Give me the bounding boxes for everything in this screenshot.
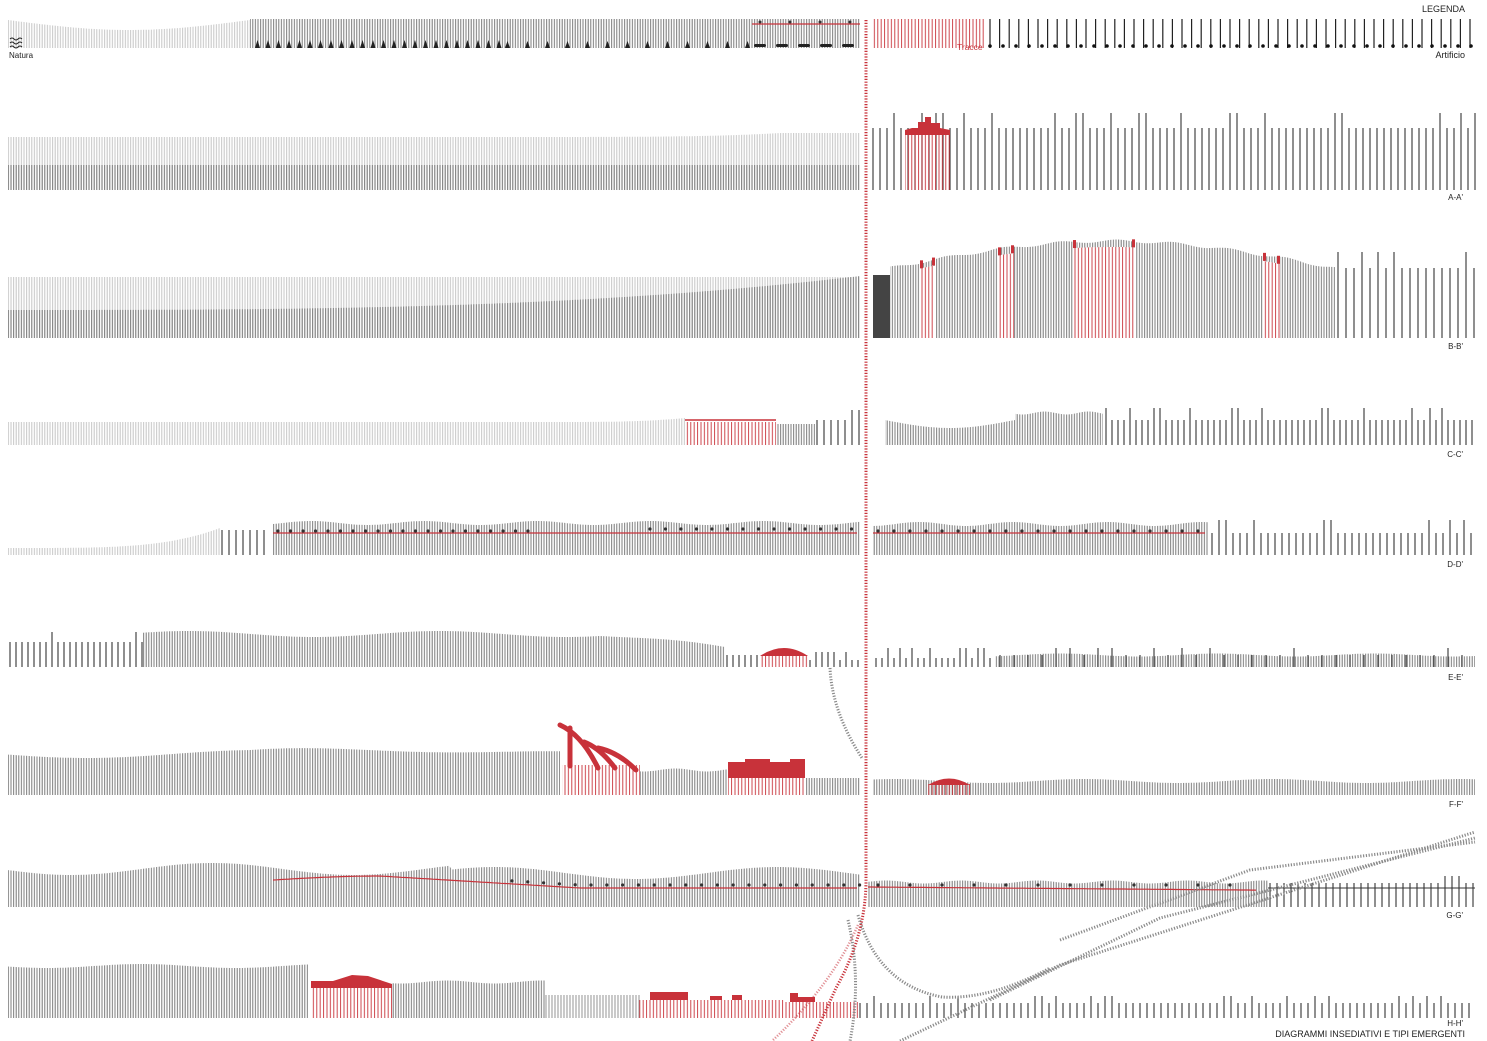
section-label-d: D-D' [1447, 560, 1463, 569]
footer-title: DIAGRAMMI INSEDIATIVI E TIPI EMERGENTI [1275, 1029, 1465, 1039]
section-label-g: G-G' [1446, 911, 1463, 920]
section-label-a: A-A' [1448, 193, 1463, 202]
section-d [8, 520, 1472, 555]
legend-strip [8, 19, 1473, 49]
section-c [8, 408, 1473, 445]
section-h [8, 964, 1470, 1018]
section-label-e: E-E' [1448, 673, 1463, 682]
section-label-f: F-F' [1449, 800, 1463, 809]
section-f [8, 722, 1475, 795]
legend-artificio-label: Artificio [1435, 50, 1465, 60]
section-b [8, 239, 1475, 338]
rail-lines [771, 20, 1476, 1041]
section-label-h: H-H' [1447, 1019, 1463, 1028]
section-a [8, 113, 1476, 190]
section-e [9, 631, 1475, 667]
section-label-b: B-B' [1448, 342, 1463, 351]
section-label-c: C-C' [1447, 450, 1463, 459]
legend-title: LEGENDA [1422, 4, 1465, 14]
legend-natura-label: Natura [9, 51, 34, 60]
legend-tracce-label: Tracce [957, 42, 983, 52]
